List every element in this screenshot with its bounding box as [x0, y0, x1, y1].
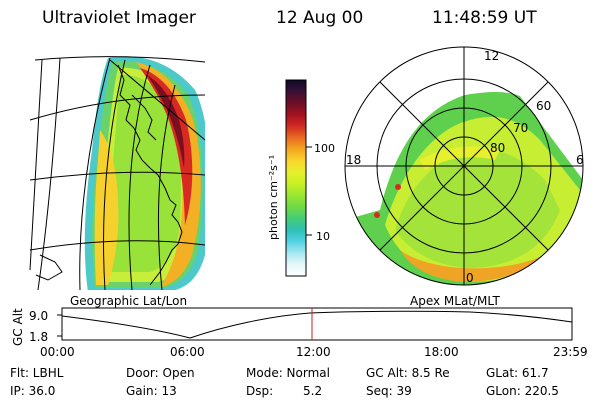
date-label: 12 Aug 00: [276, 8, 364, 28]
mlt-label-6: 6: [576, 153, 584, 167]
timeline-y-label-bottom: 1.8: [29, 330, 48, 344]
mode-info: Mode: Normal: [246, 366, 330, 380]
timeline-y-title: GC Alt: [11, 308, 25, 346]
filter-info: Flt: LBHL: [10, 366, 64, 380]
timeline-x-label-0: 00:00: [40, 345, 75, 359]
geographic-grid: [29, 56, 206, 291]
timeline-x-label-2: 12:00: [296, 345, 331, 359]
timeline-frame: [61, 307, 573, 341]
instrument-title: Ultraviolet Imager: [42, 8, 196, 28]
timeline-x-label-3: 18:00: [424, 345, 459, 359]
timeline-x-label-4: 23:59: [553, 345, 588, 359]
lat-label-80: 80: [490, 141, 505, 155]
dsp-label: Dsp:: [246, 384, 274, 398]
mlt-label-12: 12: [484, 49, 499, 63]
geographic-caption: Geographic Lat/Lon: [70, 294, 187, 308]
dsp-value: 5.2: [303, 384, 323, 398]
ip-info: IP: 36.0: [10, 384, 56, 398]
polar-caption: Apex MLat/MLT: [410, 294, 500, 308]
aurora-yellow-band: [94, 130, 119, 285]
seq-info: Seq: 39: [366, 384, 412, 398]
polar-grid: [344, 46, 584, 286]
gc-alt-info: GC Alt: 8.5 Re: [366, 366, 450, 380]
coastline: [35, 64, 183, 286]
lat-label-70: 70: [513, 121, 528, 135]
glon-info: GLon: 220.5: [486, 384, 559, 398]
mlt-label-0: 0: [466, 271, 474, 285]
glat-info: GLat: 61.7: [486, 366, 549, 380]
gain-info: Gain: 13: [126, 384, 177, 398]
polar-diag-2: [379, 81, 549, 251]
timeline-x-label-1: 06:00: [170, 345, 205, 359]
door-info: Door: Open: [126, 366, 195, 380]
timeline-y-label-top: 9.0: [29, 309, 48, 323]
orbit-altitude-curve: [61, 310, 573, 339]
lat-label-60: 60: [536, 99, 551, 113]
colorbar-label-100: 100: [314, 142, 335, 155]
colorbar-label-10: 10: [316, 230, 330, 243]
time-label: 11:48:59 UT: [432, 8, 537, 28]
aurora-darkred: [147, 75, 185, 168]
mlt-label-18: 18: [346, 153, 361, 167]
colorbar: [285, 79, 307, 277]
aurora-red: [140, 68, 193, 225]
colorbar-unit-label: photon cm⁻²s⁻¹: [267, 155, 280, 240]
geographic-image: [84, 56, 205, 290]
aurora-inner: [109, 74, 181, 272]
